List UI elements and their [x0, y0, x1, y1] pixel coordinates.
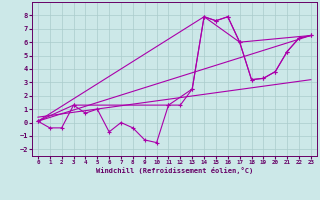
X-axis label: Windchill (Refroidissement éolien,°C): Windchill (Refroidissement éolien,°C) — [96, 167, 253, 174]
